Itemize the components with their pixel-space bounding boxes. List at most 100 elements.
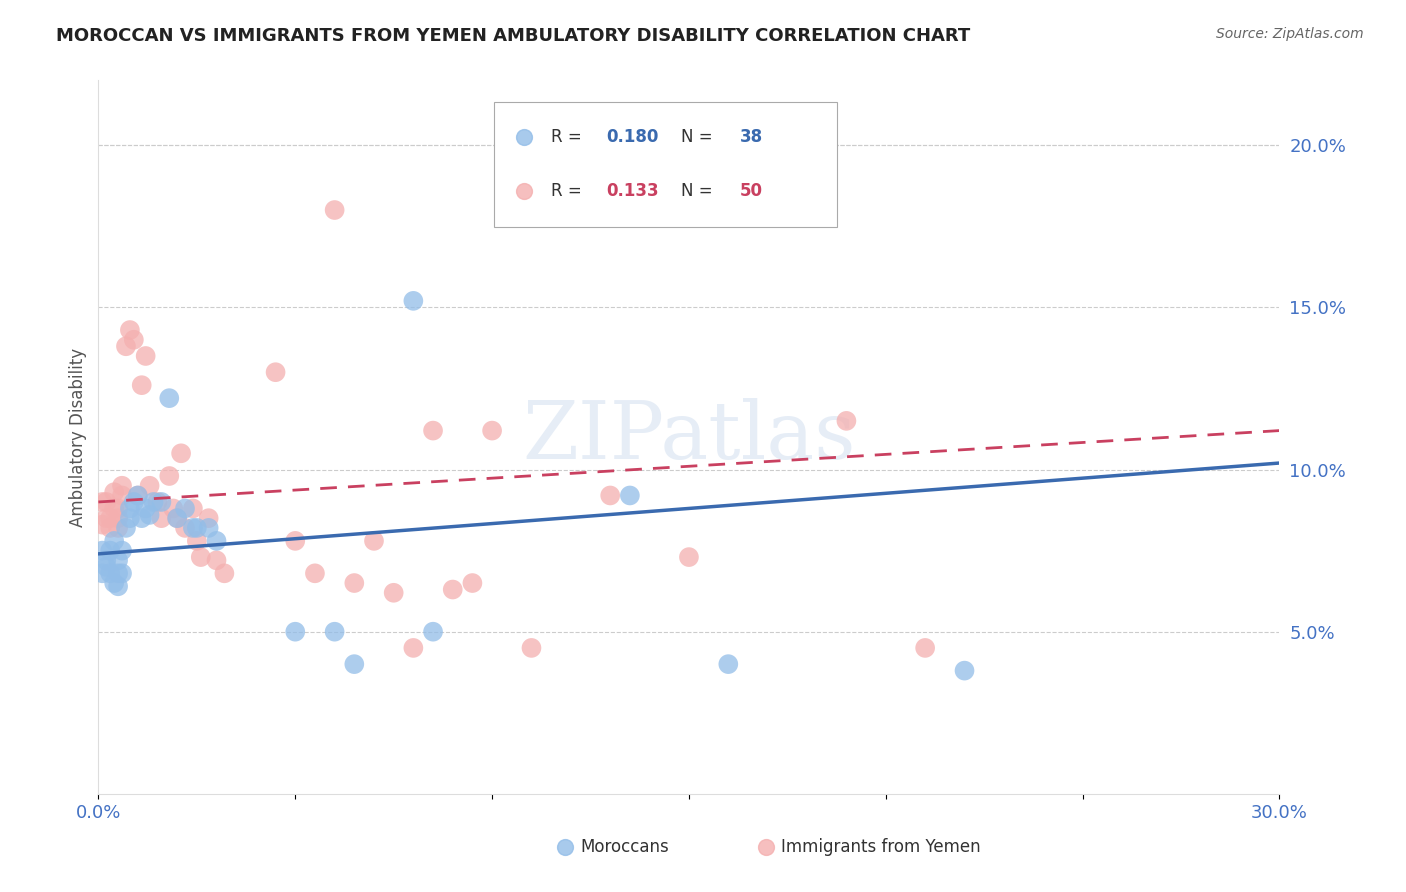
Point [170,446,193,460]
Text: MOROCCAN VS IMMIGRANTS FROM YEMEN AMBULATORY DISABILITY CORRELATION CHART: MOROCCAN VS IMMIGRANTS FROM YEMEN AMBULA… [56,27,970,45]
Point [138,479,160,493]
Point [402,640,425,655]
Point [98,566,121,581]
Point [146,495,169,509]
Point [103,501,125,516]
Text: Moroccans: Moroccans [581,838,669,856]
Point [98,543,121,558]
Point [131,511,153,525]
Point [118,511,141,525]
Point [107,521,129,535]
Point [135,349,157,363]
Point [166,511,188,525]
Point [115,339,138,353]
Point [186,521,208,535]
Point [111,543,134,558]
Point [678,550,700,565]
Point [214,566,236,581]
Point [181,521,204,535]
Point [422,424,444,438]
Point [197,521,219,535]
Point [122,333,145,347]
Point [103,485,125,500]
Point [343,576,366,591]
Point [98,521,121,535]
Point [304,566,326,581]
Text: 50: 50 [740,182,762,200]
Point [190,550,212,565]
Point [150,511,173,525]
Point [520,640,543,655]
Point [122,495,145,509]
Point [174,521,197,535]
Point [150,495,173,509]
Point [103,533,125,548]
Point [461,576,484,591]
Point [107,553,129,567]
Point [323,624,346,639]
Point [441,582,464,597]
Point [96,495,118,509]
Point [127,488,149,502]
Point [135,501,157,516]
Point [162,501,184,516]
Point [142,495,165,509]
Point [284,624,307,639]
Point [835,414,858,428]
Point [422,624,444,639]
Text: Source: ZipAtlas.com: Source: ZipAtlas.com [1216,27,1364,41]
Point [115,521,138,535]
Point [382,586,405,600]
Point [118,323,141,337]
Point [107,501,129,516]
Point [96,559,118,574]
Point [103,576,125,591]
Point [91,517,114,532]
Point [717,657,740,672]
Point [284,533,307,548]
Point [914,640,936,655]
Point [96,553,118,567]
Text: ZIPatlas: ZIPatlas [522,398,856,476]
Point [96,511,118,525]
Point [205,533,228,548]
Text: R =: R = [551,182,586,200]
Text: N =: N = [681,182,717,200]
Text: 38: 38 [740,128,763,146]
Point [363,533,385,548]
Point [599,488,621,502]
Point [107,511,129,525]
Point [481,424,503,438]
Text: Immigrants from Yemen: Immigrants from Yemen [782,838,981,856]
Point [157,391,180,405]
Point [91,543,114,558]
Point [402,293,425,308]
Point [197,511,219,525]
Text: 0.133: 0.133 [606,182,659,200]
Point [111,488,134,502]
Text: 0.180: 0.180 [606,128,658,146]
Point [131,378,153,392]
Point [264,365,287,379]
Point [323,202,346,217]
Point [107,566,129,581]
Point [91,566,114,581]
Point [91,495,114,509]
Y-axis label: Ambulatory Disability: Ambulatory Disability [69,348,87,526]
Text: R =: R = [551,128,586,146]
Point [111,566,134,581]
Point [166,511,188,525]
Point [118,501,141,516]
Point [181,501,204,516]
Point [127,488,149,502]
Point [619,488,641,502]
Point [174,501,197,516]
Text: N =: N = [681,128,717,146]
Point [186,533,208,548]
Point [98,511,121,525]
Point [953,664,976,678]
Point [157,469,180,483]
Point [138,508,160,522]
Point [107,579,129,593]
Point [343,657,366,672]
